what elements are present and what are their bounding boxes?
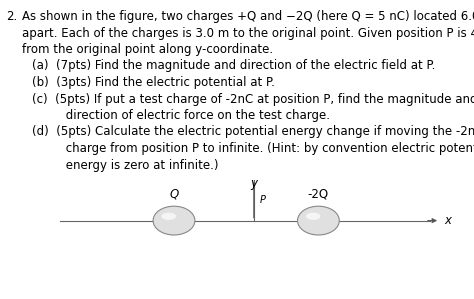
Ellipse shape <box>298 206 339 235</box>
Text: (b)  (3pts) Find the electric potential at P.: (b) (3pts) Find the electric potential a… <box>32 76 275 89</box>
Text: (a)  (7pts) Find the magnitude and direction of the electric field at P.: (a) (7pts) Find the magnitude and direct… <box>32 60 436 72</box>
Text: -2Q: -2Q <box>308 187 329 200</box>
Ellipse shape <box>153 206 195 235</box>
Text: y: y <box>250 177 257 190</box>
Ellipse shape <box>306 213 320 220</box>
Text: direction of electric force on the test charge.: direction of electric force on the test … <box>32 109 330 122</box>
Text: from the original point along y-coordinate.: from the original point along y-coordina… <box>22 43 273 56</box>
Text: Q: Q <box>169 187 179 200</box>
Text: charge from position P to infinite. (Hint: by convention electric potential: charge from position P to infinite. (Hin… <box>32 142 474 155</box>
Text: apart. Each of the charges is 3.0 m to the original point. Given position P is 4: apart. Each of the charges is 3.0 m to t… <box>22 27 474 39</box>
Text: energy is zero at infinite.): energy is zero at infinite.) <box>32 158 219 172</box>
Text: (d)  (5pts) Calculate the electric potential energy change if moving the -2nC: (d) (5pts) Calculate the electric potent… <box>32 126 474 138</box>
Text: 2.: 2. <box>6 10 17 23</box>
Text: (c)  (5pts) If put a test charge of -2nC at position P, find the magnitude and: (c) (5pts) If put a test charge of -2nC … <box>32 92 474 106</box>
Text: As shown in the figure, two charges +Q and −2Q (here Q = 5 nC) located 6.0 m: As shown in the figure, two charges +Q a… <box>22 10 474 23</box>
Text: x: x <box>444 214 451 227</box>
Text: P: P <box>260 195 265 205</box>
Ellipse shape <box>162 213 176 220</box>
